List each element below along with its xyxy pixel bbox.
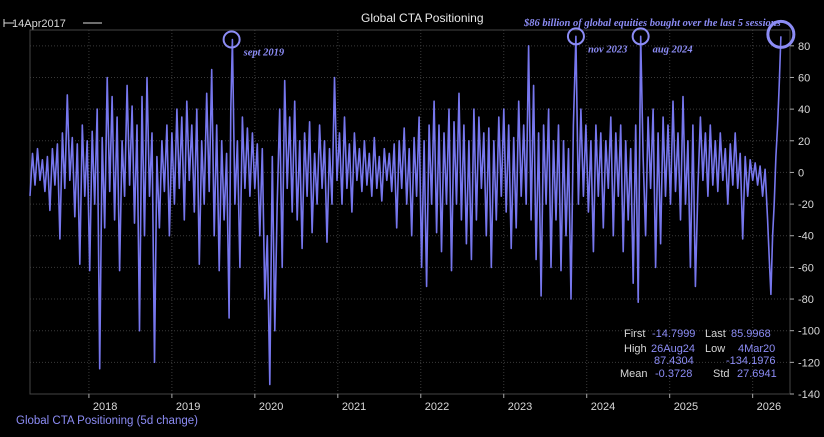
stat-std-label: Std	[713, 368, 730, 380]
stat-first-label: First	[624, 328, 645, 340]
stat-high-label: High	[624, 343, 647, 355]
y-tick-label: 80	[798, 41, 810, 53]
x-tick-label: 2025	[674, 401, 698, 413]
annotation-circle	[222, 30, 241, 49]
x-tick-label: 2024	[591, 401, 615, 413]
annotation-label: nov 2023	[588, 44, 627, 55]
x-tick-label: 2021	[342, 401, 366, 413]
annotations: sept 2019 nov 2023 aug 2024	[222, 19, 796, 58]
y-tick-label: -120	[798, 357, 820, 369]
stat-last-value: 85.9968	[731, 328, 771, 340]
y-tick-label: -140	[798, 389, 820, 401]
legend-label: Global CTA Positioning (5d change)	[16, 415, 198, 427]
x-tick-label: 2019	[176, 401, 200, 413]
stat-std-value: 27.6941	[737, 368, 777, 380]
y-tick-label: -40	[798, 231, 814, 243]
stat-low-value: 4Mar20	[738, 343, 775, 355]
y-axis: -140 -120 -100 -80 -60 -40 -20 0 20 40 60 80	[790, 41, 820, 401]
y-tick-label: 20	[798, 136, 810, 148]
annotation-circle	[631, 27, 650, 46]
x-tick-label: 2018	[93, 401, 117, 413]
y-tick-label: -100	[798, 326, 820, 338]
x-axis: 2018 2019 2020 2021 2022 2023 2024 2025 2026	[88, 394, 781, 413]
y-tick-label: -60	[798, 262, 814, 274]
annotation-circle	[566, 27, 585, 46]
stat-low-label: Low	[705, 343, 725, 355]
stat-last-label: Last	[705, 328, 726, 340]
start-date-label: 14Apr2017	[12, 18, 66, 30]
stat-mean-value: -0.3728	[655, 368, 692, 380]
x-tick-label: 2020	[259, 401, 283, 413]
stat-high-value: 26Aug24	[651, 343, 695, 355]
grid	[30, 30, 790, 395]
chart-title: Global CTA Positioning	[361, 11, 484, 25]
series-line	[29, 35, 782, 386]
y-tick-label: -20	[798, 199, 814, 211]
stat-high-number: 87.4304	[654, 355, 694, 367]
stat-low-number: -134.1976	[726, 355, 776, 367]
y-tick-label: 40	[798, 104, 810, 116]
y-tick-label: 60	[798, 72, 810, 84]
headline-note: $86 billion of global equities bought ov…	[523, 18, 781, 29]
annotation-label: aug 2024	[653, 44, 693, 55]
annotation-label: sept 2019	[243, 47, 285, 58]
x-tick-label: 2022	[425, 401, 449, 413]
plot-frame	[29, 29, 791, 395]
stats-panel: First -14.7999 Last 85.9968 High 26Aug24…	[620, 328, 777, 380]
stat-first-value: -14.7999	[652, 328, 695, 340]
y-tick-label: 0	[798, 167, 804, 179]
annotation-circle	[766, 19, 796, 49]
x-tick-label: 2023	[508, 401, 532, 413]
stat-mean-label: Mean	[620, 368, 648, 380]
x-tick-label: 2026	[757, 401, 781, 413]
y-tick-label: -80	[798, 294, 814, 306]
